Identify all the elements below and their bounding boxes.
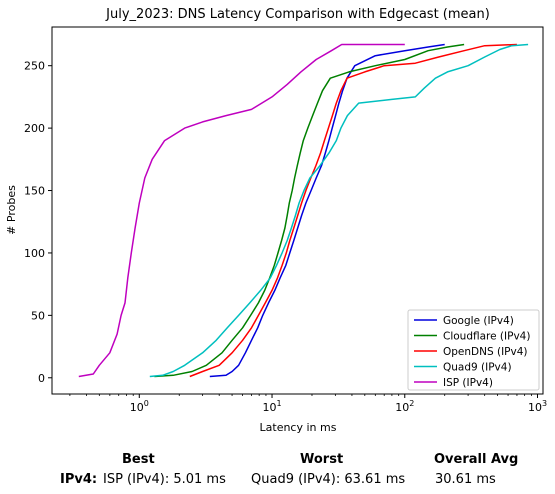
y-tick-label: 0 bbox=[38, 372, 45, 385]
y-tick-label: 150 bbox=[24, 185, 45, 198]
best-header: Best bbox=[122, 452, 155, 467]
overall-avg-header: Overall Avg bbox=[434, 452, 519, 467]
legend-label: OpenDNS (IPv4) bbox=[443, 346, 528, 358]
legend-box bbox=[407, 309, 540, 391]
y-tick-label: 200 bbox=[24, 122, 45, 135]
y-tick-label: 250 bbox=[24, 60, 45, 73]
series-line-3 bbox=[149, 43, 529, 378]
chart-title: July_2023: DNS Latency Comparison with E… bbox=[105, 7, 490, 22]
legend-label: Cloudflare (IPv4) bbox=[443, 331, 530, 343]
best-value: ISP (IPv4): 5.01 ms bbox=[103, 472, 226, 487]
legend-label: ISP (IPv4) bbox=[443, 377, 493, 389]
ipv4-row-label: IPv4: bbox=[60, 472, 98, 487]
latency-chart: July_2023: DNS Latency Comparison with E… bbox=[5, 7, 547, 434]
legend-label: Google (IPv4) bbox=[443, 315, 514, 327]
x-axis-label: Latency in ms bbox=[260, 421, 337, 434]
x-tick-label: 103 bbox=[528, 399, 547, 414]
plot-frame bbox=[51, 26, 544, 395]
worst-header: Worst bbox=[300, 452, 344, 467]
x-tick-label: 102 bbox=[395, 399, 414, 414]
legend-label: Quad9 (IPv4) bbox=[443, 362, 512, 374]
worst-value: Quad9 (IPv4): 63.61 ms bbox=[251, 472, 406, 487]
y-tick-label: 50 bbox=[31, 309, 45, 322]
series-line-4 bbox=[78, 43, 405, 378]
series-line-1 bbox=[154, 43, 465, 378]
y-tick-label: 100 bbox=[24, 247, 45, 260]
y-axis-label: # Probes bbox=[5, 185, 18, 235]
overall-avg-value: 30.61 ms bbox=[435, 472, 496, 487]
x-tick-label: 101 bbox=[262, 399, 281, 414]
x-tick-label: 100 bbox=[130, 399, 149, 414]
series-line-2 bbox=[189, 43, 517, 378]
